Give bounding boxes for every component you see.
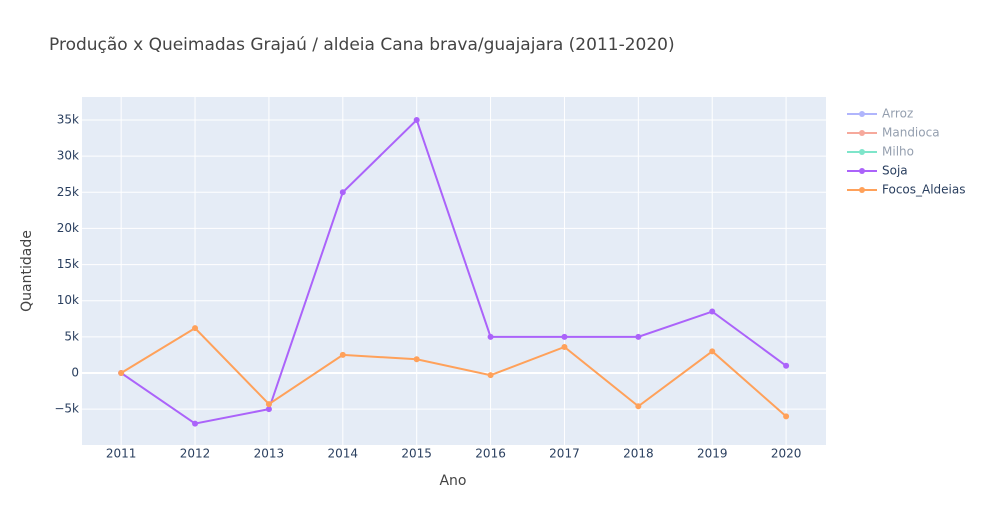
- data-point: [487, 333, 494, 340]
- y-tick-label: 25k: [57, 185, 79, 199]
- x-tick-label: 2018: [623, 447, 654, 461]
- data-point: [413, 116, 420, 123]
- legend-item[interactable]: Milho: [847, 145, 914, 159]
- y-axis-title: Quantidade: [19, 230, 35, 312]
- data-point: [118, 370, 125, 376]
- x-tick-label: 2014: [328, 447, 359, 461]
- data-point: [783, 413, 790, 420]
- legend-label: Focos_Aldeias: [882, 183, 966, 197]
- x-tick-label: 2017: [549, 447, 580, 461]
- x-tick-label: 2019: [697, 447, 728, 461]
- data-point: [413, 356, 420, 363]
- legend-label: Soja: [882, 164, 908, 178]
- legend-item[interactable]: Mandioca: [847, 126, 940, 140]
- data-point: [192, 420, 199, 427]
- x-tick-label: 2011: [106, 447, 137, 461]
- data-point: [339, 189, 346, 196]
- legend-marker: [859, 187, 865, 193]
- y-tick-label: 0: [71, 366, 79, 380]
- x-axis-title: Ano: [439, 473, 466, 489]
- data-point: [265, 406, 272, 413]
- legend-marker: [859, 111, 865, 117]
- data-point: [783, 362, 790, 369]
- legend-label: Mandioca: [882, 126, 940, 140]
- y-tick-label: 15k: [57, 257, 79, 271]
- legend-marker: [859, 168, 865, 174]
- data-point: [561, 333, 568, 340]
- x-tick-label: 2016: [475, 447, 506, 461]
- y-tick-label: 35k: [57, 112, 79, 126]
- data-point: [487, 372, 494, 379]
- data-point: [339, 351, 346, 358]
- data-point: [265, 401, 272, 408]
- y-tick-label: 5k: [64, 329, 79, 343]
- chart-title: Produção x Queimadas Grajaú / aldeia Can…: [49, 35, 675, 55]
- x-tick-label: 2012: [180, 447, 211, 461]
- legend-label: Milho: [882, 145, 914, 159]
- data-point: [709, 348, 716, 355]
- y-tick-label: 30k: [57, 149, 79, 163]
- x-tick-label: 2020: [771, 447, 802, 461]
- legend-item[interactable]: Focos_Aldeias: [847, 183, 966, 197]
- x-tick-label: 2015: [401, 447, 432, 461]
- legend-label: Arroz: [882, 107, 913, 121]
- y-tick-label: −5k: [54, 402, 79, 416]
- legend-item[interactable]: Arroz: [847, 107, 913, 121]
- x-tick-label: 2013: [254, 447, 285, 461]
- y-tick-label: 20k: [57, 221, 79, 235]
- series-line: [120, 118, 787, 425]
- y-tick-label: 10k: [57, 293, 79, 307]
- legend-marker: [859, 130, 865, 136]
- data-point: [635, 333, 642, 340]
- data-point: [192, 325, 199, 332]
- data-point: [561, 343, 568, 350]
- data-point: [635, 403, 642, 410]
- plot-area: [82, 97, 826, 445]
- legend-item[interactable]: Soja: [847, 164, 908, 178]
- legend-marker: [859, 149, 865, 155]
- data-point: [709, 308, 716, 315]
- series-line: [120, 326, 787, 418]
